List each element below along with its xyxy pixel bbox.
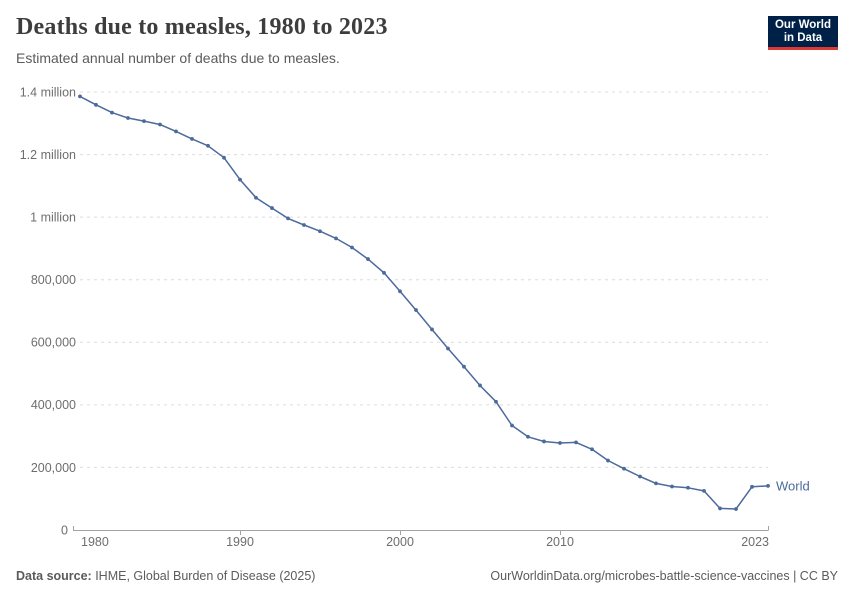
chart-footer: Data source: IHME, Global Burden of Dise… xyxy=(16,569,838,583)
data-point xyxy=(558,441,562,445)
owid-logo[interactable]: Our World in Data xyxy=(768,16,838,50)
data-point xyxy=(510,423,514,428)
data-point xyxy=(350,245,354,250)
data-point xyxy=(302,223,306,227)
y-axis-tick-label: 400,000 xyxy=(31,398,76,412)
x-axis-tick-label: 1980 xyxy=(81,535,109,549)
data-point xyxy=(318,229,322,234)
data-point xyxy=(78,94,82,99)
data-point xyxy=(254,195,258,200)
data-source-label: Data source: xyxy=(16,569,92,583)
series-label-world[interactable]: World xyxy=(776,478,810,493)
data-point xyxy=(430,327,434,332)
data-point xyxy=(654,481,658,486)
owid-logo-line1: Our World xyxy=(774,18,831,31)
x-axis-tick-label: 2000 xyxy=(386,535,414,549)
data-point xyxy=(734,507,738,511)
data-point xyxy=(638,474,642,479)
data-point xyxy=(414,308,418,312)
data-point xyxy=(446,346,450,351)
data-point xyxy=(478,383,482,388)
data-point xyxy=(606,458,610,463)
data-point xyxy=(382,270,386,275)
data-point xyxy=(670,484,674,489)
data-point xyxy=(750,484,754,489)
data-point xyxy=(622,466,626,471)
data-point xyxy=(286,216,290,221)
data-point xyxy=(206,143,210,148)
data-point xyxy=(686,485,690,490)
y-axis-tick-label: 1.2 million xyxy=(20,148,76,162)
data-point xyxy=(334,236,338,241)
y-axis-tick-label: 800,000 xyxy=(31,273,76,287)
owid-logo-line2: in Data xyxy=(783,31,823,44)
data-point xyxy=(110,110,114,115)
data-point xyxy=(766,483,770,488)
data-point xyxy=(462,364,466,369)
data-point xyxy=(542,439,546,444)
data-point xyxy=(158,122,162,127)
data-point xyxy=(174,129,178,134)
data-point xyxy=(142,119,146,123)
y-axis-tick-label: 0 xyxy=(61,523,68,537)
data-point xyxy=(94,102,98,107)
data-point xyxy=(222,155,226,160)
data-point xyxy=(590,447,594,452)
data-point xyxy=(526,434,530,439)
x-axis-tick-label: 1990 xyxy=(226,535,254,549)
data-point xyxy=(126,116,130,120)
data-point xyxy=(574,440,578,445)
data-point xyxy=(718,506,722,511)
data-line-world xyxy=(79,95,769,510)
y-axis-tick-label: 600,000 xyxy=(31,336,76,350)
data-point xyxy=(190,137,194,141)
data-source: Data source: IHME, Global Burden of Dise… xyxy=(16,569,315,583)
y-axis-tick-label: 1.4 million xyxy=(20,85,76,99)
page-subtitle: Estimated annual number of deaths due to… xyxy=(16,50,340,66)
page-title: Deaths due to measles, 1980 to 2023 xyxy=(16,14,388,40)
data-point xyxy=(270,206,274,210)
data-point xyxy=(366,257,370,261)
data-point xyxy=(398,289,402,294)
y-axis-tick-label: 200,000 xyxy=(31,461,76,475)
data-source-value: IHME, Global Burden of Disease (2025) xyxy=(91,569,316,583)
data-point xyxy=(494,399,498,404)
footer-link[interactable]: OurWorldinData.org/microbes-battle-scien… xyxy=(490,569,838,583)
y-axis-tick-label: 1 million xyxy=(30,211,76,225)
x-axis-tick-label: 2023 xyxy=(741,535,769,549)
measles-line-chart: 0 200,000 400,000 600,000 800,000 1 million 1.… xyxy=(20,85,810,549)
data-point xyxy=(238,177,242,182)
data-point xyxy=(702,488,706,493)
x-axis-tick-label: 2010 xyxy=(546,535,574,549)
